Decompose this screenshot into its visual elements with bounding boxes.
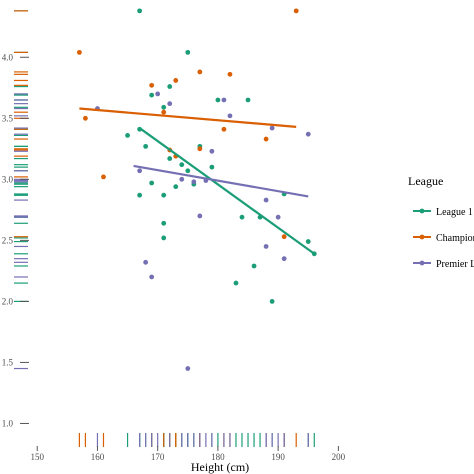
data-point <box>305 239 311 244</box>
y-tick-label: 2.0 <box>2 296 14 306</box>
x-tick-label: 180 <box>211 452 225 462</box>
data-point <box>197 69 203 75</box>
legend-label: League 1 & <box>436 207 474 218</box>
data-point <box>281 234 287 240</box>
data-point <box>76 49 82 55</box>
data-point <box>161 192 167 198</box>
fit-line <box>79 107 297 128</box>
y-tick-label: 3.0 <box>2 174 14 184</box>
data-point <box>275 214 281 220</box>
data-point <box>263 244 269 249</box>
y-tick-label: 4.0 <box>2 52 14 62</box>
data-point <box>143 143 149 149</box>
x-tick-label: 190 <box>271 452 285 462</box>
x-tick-label: 170 <box>151 452 165 462</box>
data-point <box>137 192 143 198</box>
data-point <box>185 49 191 55</box>
data-point <box>263 197 269 203</box>
data-point <box>167 84 173 89</box>
data-point <box>161 220 167 226</box>
y-tick-label: 2.5 <box>2 235 14 245</box>
y-tick-label: 1.5 <box>2 357 14 367</box>
data-point <box>161 104 167 110</box>
fit-line <box>138 127 315 255</box>
data-point <box>161 109 167 115</box>
fit-line <box>133 164 309 198</box>
data-point <box>239 214 245 220</box>
data-point <box>155 91 161 97</box>
legend-key-point <box>419 260 425 266</box>
data-point <box>227 113 233 119</box>
data-point <box>197 213 203 219</box>
data-point <box>173 78 179 83</box>
data-point <box>101 174 106 180</box>
axes: 1.0 1.5 2.0 2.5 3.0 3.5 4.0 4.5 150 160 170 180 190 2… <box>2 0 346 462</box>
data-point <box>209 164 215 170</box>
data-point <box>197 146 203 152</box>
legend-key-point <box>419 234 425 240</box>
data-point <box>167 156 173 161</box>
data-point <box>233 280 239 286</box>
x-tick-label: 200 <box>332 452 346 462</box>
data-point <box>137 8 143 14</box>
x-tick-label: 150 <box>30 452 44 462</box>
data-point <box>149 274 155 280</box>
plot-area <box>14 8 317 447</box>
data-point <box>221 97 227 103</box>
data-point <box>251 263 257 269</box>
data-point <box>293 8 299 14</box>
data-point <box>227 71 233 77</box>
data-point <box>269 125 275 131</box>
legend-label: Champions <box>436 233 474 244</box>
data-point <box>149 82 155 88</box>
x-tick-label: 160 <box>91 452 105 462</box>
legend-key-point <box>419 208 425 214</box>
data-point <box>143 259 149 265</box>
data-point <box>185 366 191 371</box>
legend-title: League <box>408 174 443 188</box>
legend: League League 1 & Champions Premier L <box>408 174 474 270</box>
data-point <box>215 97 221 103</box>
data-point <box>179 162 185 168</box>
data-point <box>269 298 275 304</box>
data-point <box>209 148 215 154</box>
legend-label: Premier L <box>436 259 474 270</box>
x-axis-title: Height (cm) <box>191 460 249 474</box>
data-point <box>179 176 185 182</box>
y-tick-label: 4.5 <box>2 0 14 1</box>
data-point <box>149 92 155 98</box>
data-point <box>191 179 197 185</box>
data-point <box>125 132 130 138</box>
data-point <box>305 131 311 137</box>
y-tick-label: 3.5 <box>2 113 14 123</box>
data-point <box>161 235 167 241</box>
data-point <box>185 168 191 174</box>
data-point <box>167 101 173 107</box>
data-point <box>149 180 155 186</box>
data-point <box>137 168 143 174</box>
data-point <box>173 184 179 190</box>
y-tick-label: 1.0 <box>2 418 14 428</box>
data-point <box>245 97 251 103</box>
data-point <box>281 256 287 262</box>
data-point <box>263 136 269 142</box>
data-point <box>83 115 88 121</box>
data-point <box>221 126 227 132</box>
